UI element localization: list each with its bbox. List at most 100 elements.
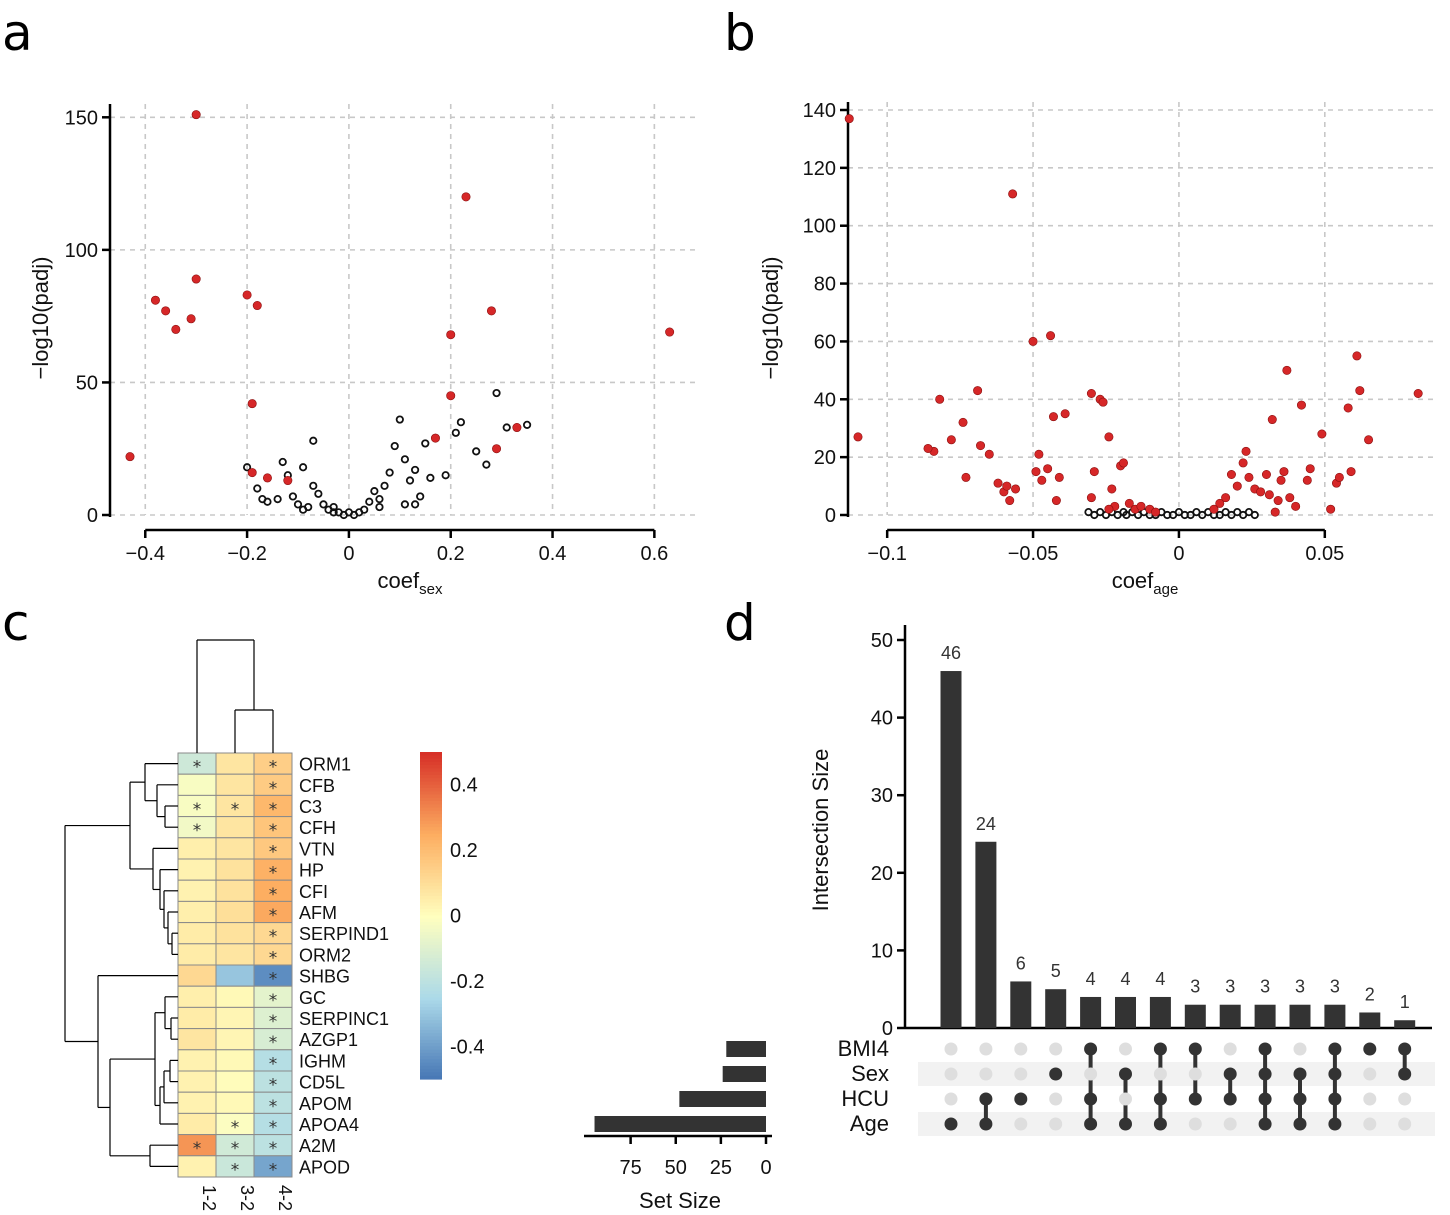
data-point-significant xyxy=(976,441,986,451)
data-point-significant xyxy=(853,432,863,442)
significance-star: * xyxy=(269,1097,278,1117)
gene-label: CFB xyxy=(299,776,335,796)
colorbar-segment xyxy=(420,954,442,959)
data-point-significant xyxy=(1226,469,1236,479)
colorbar-tick-label: 0.2 xyxy=(450,840,478,862)
colorbar-segment xyxy=(420,974,442,979)
matrix-dot-active xyxy=(1223,1092,1237,1106)
matrix-dot-inactive xyxy=(944,1042,958,1056)
colorbar-segment xyxy=(420,1023,442,1028)
intersection-bar xyxy=(1324,1004,1346,1028)
gene-label: APOD xyxy=(299,1157,350,1177)
colorbar-segment xyxy=(420,931,442,936)
significance-star: * xyxy=(269,885,278,905)
colorbar-segment xyxy=(420,938,442,943)
set-size-bar xyxy=(722,1066,766,1082)
matrix-dot-active xyxy=(1328,1092,1342,1106)
heatmap-cell xyxy=(177,1028,217,1051)
significance-star: * xyxy=(231,1139,240,1159)
heatmap-cell xyxy=(215,1006,255,1030)
colorbar-segment xyxy=(420,820,442,825)
matrix-dot-active xyxy=(1084,1042,1098,1056)
y-tick-label: 10 xyxy=(871,940,893,962)
colorbar-segment xyxy=(420,944,442,949)
colorbar-segment xyxy=(420,872,442,877)
data-point-significant xyxy=(1002,481,1012,491)
colorbar-segment xyxy=(420,1065,442,1070)
x-tick-label: −0.05 xyxy=(1008,543,1059,565)
heatmap-cell xyxy=(215,752,255,775)
colorbar-segment xyxy=(420,987,442,992)
y-tick-label: 50 xyxy=(76,372,98,394)
matrix-dot-active xyxy=(1398,1042,1412,1056)
data-point-significant xyxy=(1028,336,1038,346)
colorbar-segment xyxy=(420,1039,442,1044)
matrix-dot-inactive xyxy=(1014,1117,1028,1131)
data-point-significant xyxy=(1261,469,1271,479)
x-axis-label: coefsex xyxy=(378,568,443,598)
colorbar-segment xyxy=(420,1072,442,1077)
data-point-significant xyxy=(1054,472,1064,482)
bar-value-label: 6 xyxy=(1016,953,1026,973)
matrix-dot-inactive xyxy=(1293,1042,1307,1056)
heatmap-cell xyxy=(215,900,255,924)
heatmap-cell xyxy=(215,879,255,902)
colorbar-segment xyxy=(420,850,442,854)
colorbar-segment xyxy=(420,1033,442,1038)
column-label: 3-2 xyxy=(237,1185,257,1211)
colorbar-segment xyxy=(420,784,442,789)
colorbar-segment xyxy=(420,964,442,969)
colorbar-segment xyxy=(420,935,442,939)
y-axis-label: −log10(padj) xyxy=(758,257,783,380)
data-point-significant xyxy=(1089,467,1099,477)
significance-star: * xyxy=(269,758,278,778)
data-point-significant xyxy=(1107,484,1117,494)
gene-label: IGHM xyxy=(299,1051,346,1071)
heatmap-cell xyxy=(215,1091,255,1114)
colorbar-segment xyxy=(420,814,442,818)
data-point-not-significant xyxy=(522,420,532,429)
bar-value-label: 4 xyxy=(1120,969,1130,989)
data-point-significant xyxy=(1060,409,1070,419)
gene-label: VTN xyxy=(299,839,335,859)
data-point-significant xyxy=(1285,493,1295,503)
data-point-significant xyxy=(512,423,522,433)
panel-label-d: d xyxy=(724,594,756,652)
data-point-not-significant xyxy=(421,439,430,448)
intersection-bar xyxy=(1045,989,1067,1028)
x-tick-label: 0.05 xyxy=(1305,543,1344,565)
y-tick-label: 50 xyxy=(871,630,893,652)
gene-label: CFI xyxy=(299,882,328,902)
significance-star: * xyxy=(269,970,278,990)
colorbar-segment xyxy=(420,859,442,864)
colorbar-segment xyxy=(420,980,442,985)
colorbar-segment xyxy=(420,1000,442,1005)
x-axis-label-main: coef xyxy=(378,568,420,593)
data-point-significant xyxy=(1352,351,1362,361)
significance-star: * xyxy=(269,1139,278,1159)
significance-star: * xyxy=(269,1160,278,1180)
data-point-significant xyxy=(1215,498,1225,508)
data-point-not-significant xyxy=(1250,510,1259,520)
y-tick-label: 0 xyxy=(825,505,836,527)
data-point-significant xyxy=(125,452,135,462)
heatmap-cell xyxy=(177,964,217,987)
heatmap-cell xyxy=(253,1155,293,1178)
intersection-bar xyxy=(1289,1004,1311,1028)
data-point-significant xyxy=(1267,415,1277,425)
significance-star: * xyxy=(269,864,278,884)
data-point-not-significant xyxy=(441,471,450,480)
colorbar-segment xyxy=(420,918,442,923)
colorbar-segment xyxy=(420,1052,442,1057)
y-axis-label: Intersection Size xyxy=(808,749,833,912)
colorbar-segment xyxy=(420,915,442,920)
intersection-bar xyxy=(1080,996,1102,1028)
data-point-significant xyxy=(191,274,201,284)
significance-star: * xyxy=(193,800,202,820)
colorbar-segment xyxy=(420,768,442,773)
data-point-not-significant xyxy=(298,463,308,472)
set-size-tick-label: 0 xyxy=(760,1157,771,1179)
set-label: BMI4 xyxy=(838,1036,889,1061)
colorbar-segment xyxy=(420,971,442,975)
data-point-not-significant xyxy=(273,494,282,504)
